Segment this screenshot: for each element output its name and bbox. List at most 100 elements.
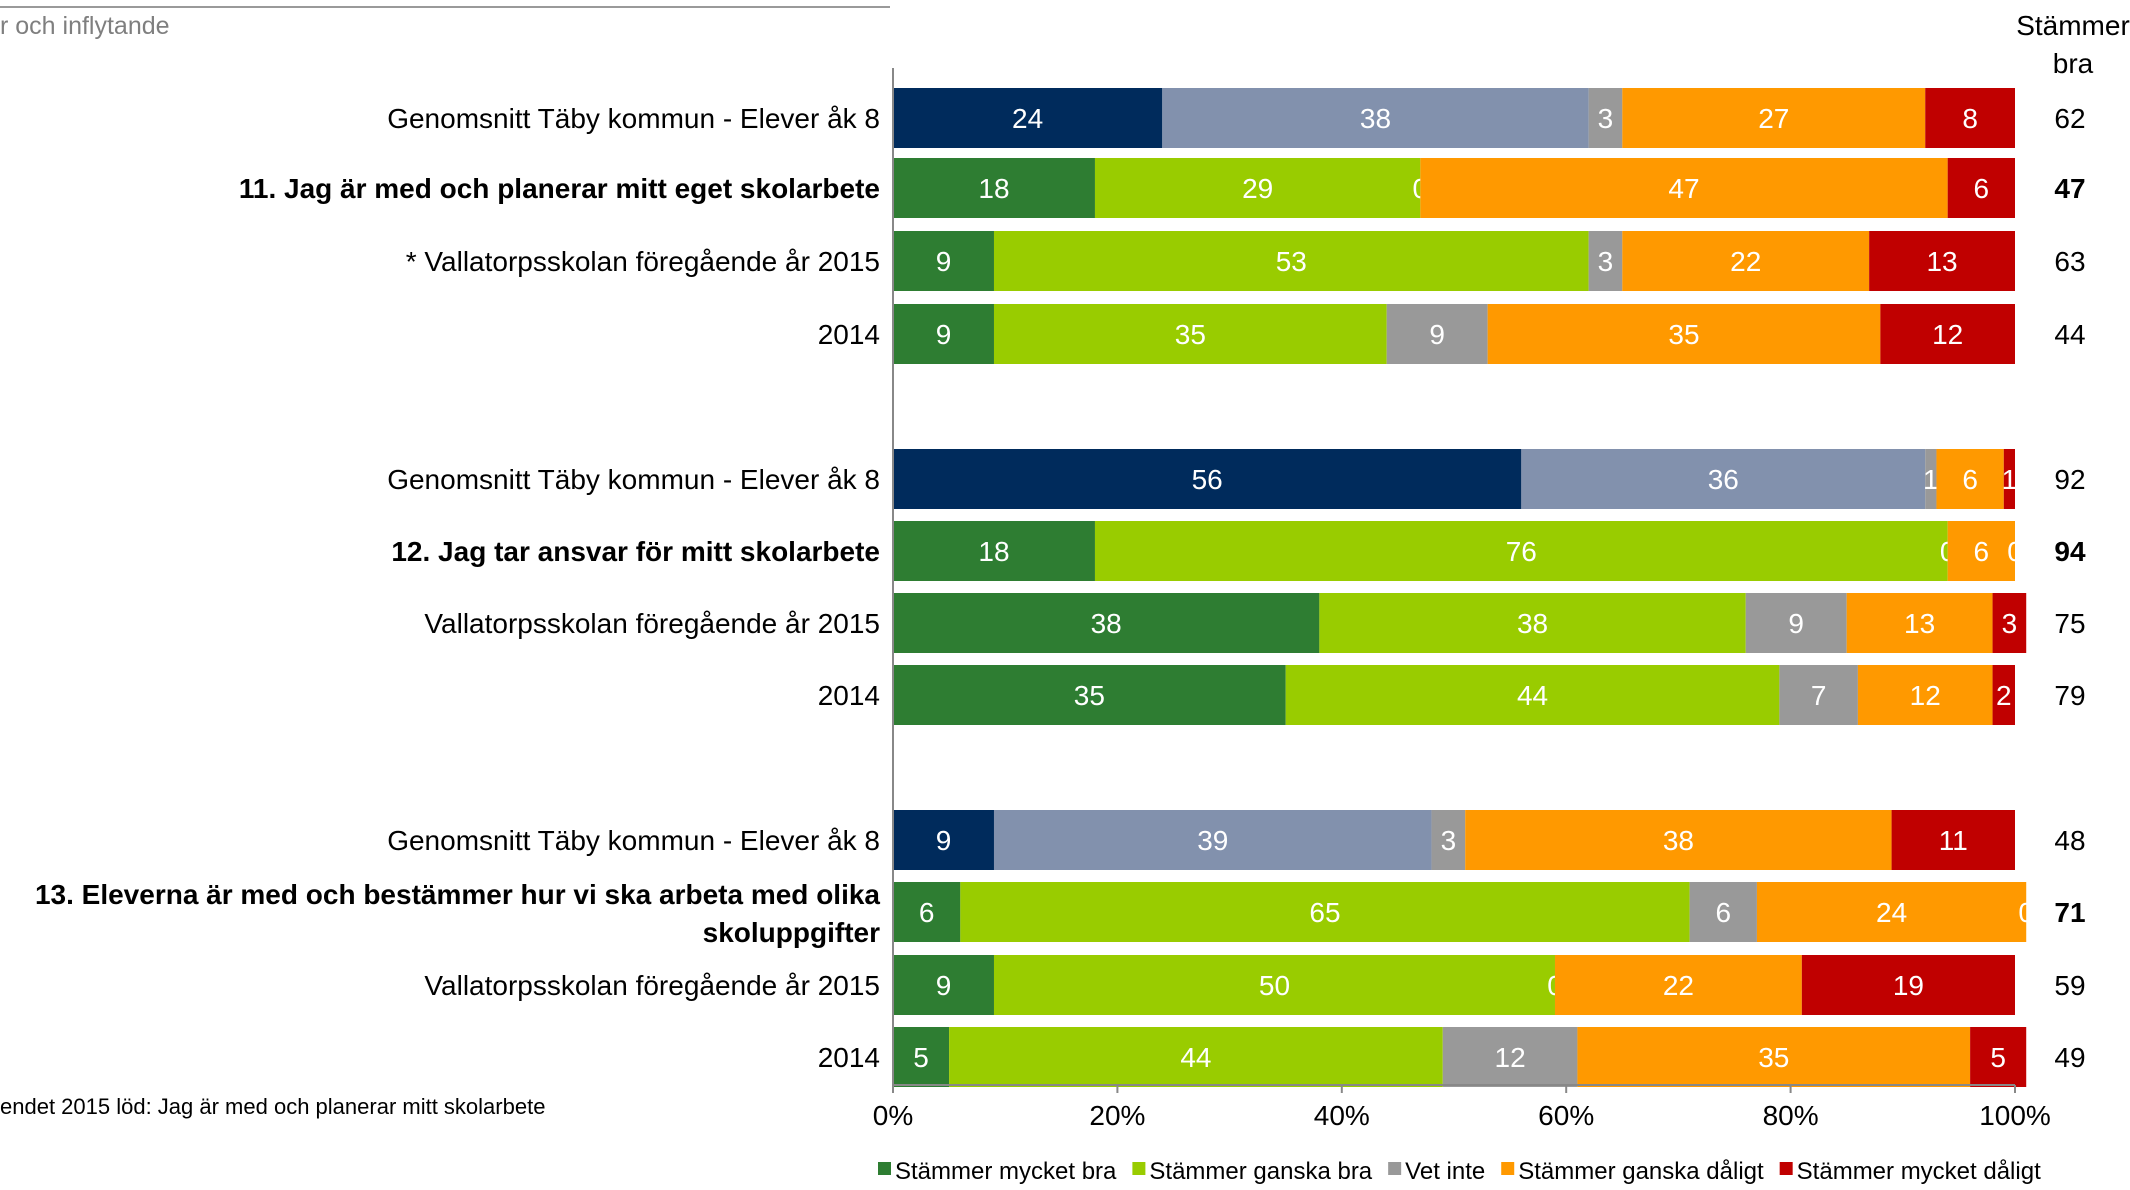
- bar-segment-mycket-bra: [893, 810, 994, 870]
- bar-value-label: 47: [1668, 173, 1699, 204]
- bar-segment-mycket-daligt: [1947, 158, 2015, 218]
- bar-segment-mycket-daligt: [1801, 955, 2015, 1015]
- legend-swatch-mycket-daligt: [1779, 1162, 1793, 1175]
- bar-value-label: 18: [978, 536, 1009, 567]
- bar-value-label: 8: [1962, 103, 1978, 134]
- bar-segment-ganska-daligt: [1577, 1027, 1971, 1087]
- bar-value-label: 35: [1175, 319, 1206, 350]
- bar-segment-vet-inte: [1431, 810, 1466, 870]
- bar-segment-ganska-daligt: [1756, 882, 2027, 942]
- row-labels-layer: Genomsnitt Täby kommun - Elever åk 8 11. …: [35, 103, 880, 1073]
- bar-value-label: 9: [1788, 608, 1804, 639]
- bar-segment-ganska-daligt: [1846, 593, 1993, 653]
- row-label: Genomsnitt Täby kommun - Elever åk 8: [387, 464, 880, 495]
- bar-value-label: 35: [1758, 1042, 1789, 1073]
- bar-value-label: 35: [1074, 680, 1105, 711]
- bar-segment-mycket-bra: [893, 304, 994, 364]
- bar-value-label: 5: [913, 1042, 929, 1073]
- bar-segment-vet-inte: [1588, 231, 1623, 291]
- bar-segment-ganska-daligt: [1465, 810, 1892, 870]
- bar-value-label: 22: [1730, 246, 1761, 277]
- bar-segment-vet-inte: [1588, 88, 1623, 148]
- bar-segment-ganska-bra: [993, 304, 1387, 364]
- bar-segment-mycket-daligt: [1992, 665, 2015, 725]
- bar-segment-mycket-bra: [893, 449, 1522, 509]
- bar-value-label: 44: [1517, 680, 1548, 711]
- bar-value-label: 1: [2002, 464, 2018, 495]
- bar-value-label: 39: [1197, 825, 1228, 856]
- bar-value-label: 6: [1974, 173, 1990, 204]
- bar-value-label: 38: [1091, 608, 1122, 639]
- bar-value-label: 0: [2018, 897, 2034, 928]
- bar-value-label: 38: [1360, 103, 1391, 134]
- total-column-header-line2: bra: [2053, 48, 2094, 79]
- bar-value-label: 12: [1910, 680, 1941, 711]
- bar-segment-mycket-bra: [893, 665, 1286, 725]
- row-total: 94: [2054, 536, 2086, 567]
- bar-segment-ganska-daligt: [1947, 521, 2015, 581]
- x-tick-label: 100%: [1979, 1100, 2051, 1131]
- bar-value-label: 12: [1495, 1042, 1526, 1073]
- bar-value-label: 6: [1962, 464, 1978, 495]
- x-tick-label: 60%: [1538, 1100, 1594, 1131]
- bar-value-label: 12: [1932, 319, 1963, 350]
- row-label: Vallatorpsskolan föregående år 2015: [424, 970, 880, 1001]
- row-label: 12. Jag tar ansvar för mitt skolarbete: [391, 536, 880, 567]
- bar-value-label: 9: [936, 825, 952, 856]
- bar-segment-mycket-daligt: [2003, 449, 2015, 509]
- bar-value-label: 6: [1715, 897, 1731, 928]
- row-label: skoluppgifter: [703, 917, 880, 948]
- bar-segment-ganska-daligt: [1487, 304, 1881, 364]
- total-column-header-line1: Stämmer: [2016, 10, 2130, 41]
- bar-value-label: 56: [1192, 464, 1223, 495]
- bar-segment-ganska-bra: [993, 955, 1555, 1015]
- bar-segment-mycket-bra: [893, 521, 1095, 581]
- bar-value-label: 5: [1990, 1042, 2006, 1073]
- bar-value-label: 9: [936, 319, 952, 350]
- bar-segment-mycket-bra: [893, 231, 994, 291]
- bar-segment-vet-inte: [1745, 593, 1847, 653]
- bar-value-label: 36: [1708, 464, 1739, 495]
- bar-segment-mycket-bra: [893, 882, 961, 942]
- bar-value-label: 3: [1598, 103, 1614, 134]
- row-total: 59: [2054, 970, 2085, 1001]
- x-axis: 0% 20% 40% 60% 80% 100%: [873, 68, 2051, 1131]
- bars-layer: 2438327818290476953322139359351256361611…: [893, 88, 2034, 1087]
- bar-value-label: 38: [1663, 825, 1694, 856]
- bar-value-label: 38: [1517, 608, 1548, 639]
- bar-segment-mycket-daligt: [1970, 1027, 2027, 1087]
- bar-value-label: 22: [1663, 970, 1694, 1001]
- row-total: 79: [2054, 680, 2085, 711]
- row-label: 2014: [818, 319, 880, 350]
- legend-label-mycket-daligt: Stämmer mycket dåligt: [1797, 1158, 2041, 1185]
- row-total: 48: [2054, 825, 2085, 856]
- bar-value-label: 65: [1309, 897, 1340, 928]
- bar-value-label: 53: [1276, 246, 1307, 277]
- bar-value-label: 0: [2007, 536, 2023, 567]
- bar-segment-ganska-daligt: [1622, 231, 1870, 291]
- bar-segment-mycket-bra: [893, 955, 994, 1015]
- legend-label-vet-inte: Vet inte: [1405, 1158, 1485, 1185]
- bar-value-label: 76: [1506, 536, 1537, 567]
- x-tick-label: 0%: [873, 1100, 913, 1131]
- bar-value-label: 2: [1996, 680, 2012, 711]
- bar-value-label: 9: [936, 246, 952, 277]
- legend-label-mycket-bra: Stämmer mycket bra: [895, 1158, 1117, 1185]
- row-total: 63: [2054, 246, 2085, 277]
- row-label: 11. Jag är med och planerar mitt eget sk…: [239, 173, 880, 204]
- x-tick-label: 20%: [1089, 1100, 1145, 1131]
- row-total: 75: [2054, 608, 2085, 639]
- bar-segment-mycket-daligt: [1880, 304, 2015, 364]
- bar-value-label: 3: [1598, 246, 1614, 277]
- row-total: 44: [2054, 319, 2085, 350]
- totals-layer: 62 47 63 44 92 94 75 79 48 71 59 49: [2054, 103, 2086, 1073]
- bar-value-label: 7: [1811, 680, 1827, 711]
- bar-segment-ganska-bra: [1285, 665, 1780, 725]
- row-total: 71: [2054, 897, 2085, 928]
- x-tick-label: 80%: [1763, 1100, 1819, 1131]
- row-label: 2014: [818, 1042, 880, 1073]
- row-label: 2014: [818, 680, 880, 711]
- bar-value-label: 24: [1012, 103, 1043, 134]
- bar-value-label: 44: [1180, 1042, 1211, 1073]
